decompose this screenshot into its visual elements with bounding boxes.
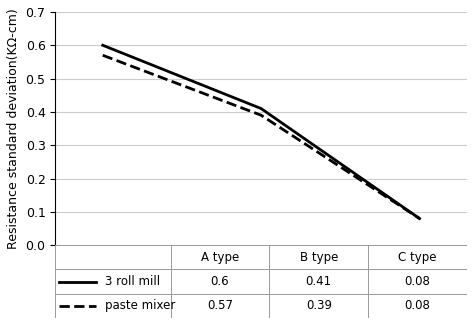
Text: paste mixer: paste mixer bbox=[105, 299, 175, 312]
Text: 0.6: 0.6 bbox=[210, 275, 229, 288]
3 roll mill bbox=[100, 43, 106, 47]
Text: 0.57: 0.57 bbox=[207, 299, 233, 312]
Text: A type: A type bbox=[201, 251, 239, 264]
Text: 0.08: 0.08 bbox=[405, 299, 430, 312]
Text: C type: C type bbox=[398, 251, 437, 264]
Line: 3 roll mill: 3 roll mill bbox=[103, 45, 419, 218]
Y-axis label: Resistance standard deviation(KΩ-cm): Resistance standard deviation(KΩ-cm) bbox=[7, 8, 20, 249]
paste mixer bbox=[100, 53, 106, 57]
paste mixer bbox=[258, 113, 264, 117]
3 roll mill bbox=[417, 216, 422, 220]
3 roll mill bbox=[258, 107, 264, 111]
Text: 0.39: 0.39 bbox=[306, 299, 332, 312]
Text: 0.08: 0.08 bbox=[405, 275, 430, 288]
Line: paste mixer: paste mixer bbox=[103, 55, 419, 218]
Text: 0.41: 0.41 bbox=[306, 275, 332, 288]
Text: 3 roll mill: 3 roll mill bbox=[105, 275, 160, 288]
Text: B type: B type bbox=[300, 251, 338, 264]
paste mixer bbox=[417, 216, 422, 220]
